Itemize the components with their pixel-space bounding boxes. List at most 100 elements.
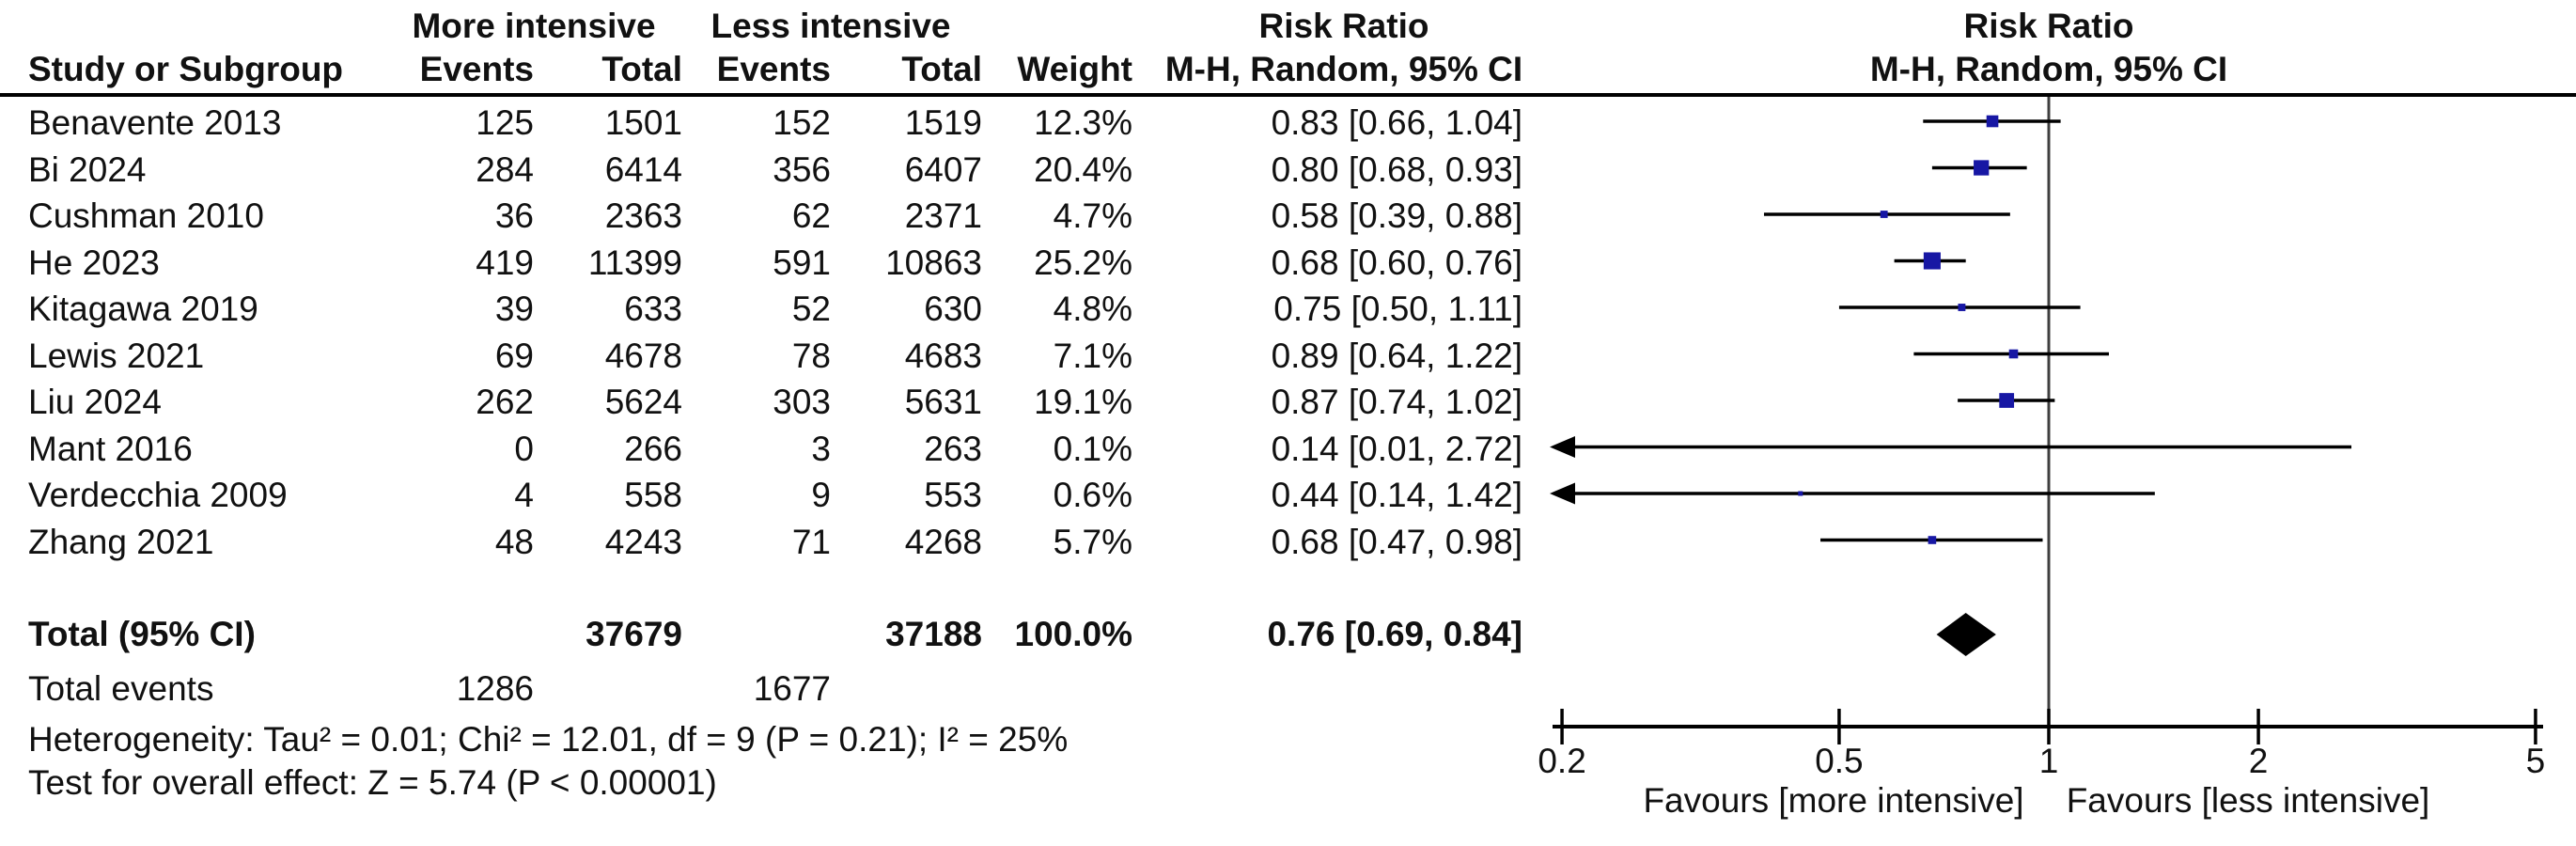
total-less-cell: 263 xyxy=(924,429,982,468)
total-less-cell: 2371 xyxy=(904,196,982,235)
study-label: Cushman 2010 xyxy=(28,196,264,235)
risk-ratio-cell: 0.87 [0.74, 1.02] xyxy=(1271,383,1522,421)
events-less-cell: 71 xyxy=(791,522,831,561)
events-more-cell: 69 xyxy=(494,336,534,375)
total-row-label: Total (95% CI) xyxy=(28,615,256,653)
events-less-cell: 303 xyxy=(773,383,831,421)
header-risk-ratio-text: Risk Ratio xyxy=(1258,7,1429,45)
risk-ratio-cell: 0.83 [0.66, 1.04] xyxy=(1271,103,1522,142)
total-less-cell: 5631 xyxy=(904,383,982,421)
events-more-cell: 0 xyxy=(514,429,534,468)
total-less-cell: 4683 xyxy=(904,336,982,375)
point-estimate-square xyxy=(2008,349,2019,359)
point-estimate-square xyxy=(1798,491,1803,496)
risk-ratio-cell: 0.68 [0.60, 0.76] xyxy=(1271,243,1522,282)
events-less-cell: 3 xyxy=(811,429,831,468)
study-label: Mant 2016 xyxy=(28,429,193,468)
risk-ratio-cell: 0.80 [0.68, 0.93] xyxy=(1271,149,1522,189)
header-study-or-subgroup: Study or Subgroup xyxy=(28,50,344,88)
header-total-more: Total xyxy=(601,50,682,88)
risk-ratio-cell: 0.75 [0.50, 1.11] xyxy=(1273,290,1522,328)
point-estimate-square xyxy=(1958,304,1966,311)
point-estimate-square xyxy=(1928,536,1937,544)
risk-ratio-cell: 0.58 [0.39, 0.88] xyxy=(1271,196,1522,235)
total-less-cell: 10863 xyxy=(885,243,982,282)
favours-left-label: Favours [more intensive] xyxy=(1643,781,2024,820)
weight-cell: 4.8% xyxy=(1053,290,1132,328)
risk-ratio-cell: 0.44 [0.14, 1.42] xyxy=(1271,476,1522,514)
study-label: Zhang 2021 xyxy=(28,522,214,561)
events-less-cell: 52 xyxy=(791,290,831,328)
events-more-cell: 48 xyxy=(494,522,534,561)
total-more-cell: 4678 xyxy=(604,336,682,375)
total-risk-ratio: 0.76 [0.69, 0.84] xyxy=(1267,615,1522,653)
favours-right-label: Favours [less intensive] xyxy=(2066,781,2430,820)
events-more-cell: 125 xyxy=(476,103,534,142)
arrow-left-icon xyxy=(1550,482,1575,505)
axis-tick-label: 0.2 xyxy=(1538,742,1586,780)
header-method-text: M-H, Random, 95% CI xyxy=(1164,50,1523,88)
total-less-cell: 630 xyxy=(924,290,982,328)
events-more-cell: 39 xyxy=(494,290,534,328)
total-more-cell: 1501 xyxy=(604,103,682,142)
heterogeneity-stats: Heterogeneity: Tau² = 0.01; Chi² = 12.01… xyxy=(28,720,1069,759)
study-label: He 2023 xyxy=(28,243,160,282)
events-less-cell: 591 xyxy=(773,243,831,282)
total-less-participants: 37188 xyxy=(885,615,982,653)
events-more-cell: 419 xyxy=(476,243,534,282)
total-more-participants: 37679 xyxy=(585,615,682,653)
events-less-cell: 9 xyxy=(811,476,831,514)
axis-tick-label: 2 xyxy=(2248,742,2269,780)
study-label: Kitagawa 2019 xyxy=(28,290,258,328)
weight-cell: 0.6% xyxy=(1053,476,1132,514)
study-label: Verdecchia 2009 xyxy=(28,476,288,514)
arrow-left-icon xyxy=(1550,436,1575,458)
events-less-cell: 356 xyxy=(773,149,831,189)
risk-ratio-cell: 0.14 [0.01, 2.72] xyxy=(1271,429,1522,468)
axis-tick-label: 0.5 xyxy=(1815,742,1864,780)
total-more-cell: 4243 xyxy=(604,522,682,561)
risk-ratio-cell: 0.68 [0.47, 0.98] xyxy=(1271,522,1522,561)
header-less-intensive: Less intensive xyxy=(710,7,951,45)
total-weight: 100.0% xyxy=(1014,615,1133,653)
point-estimate-square xyxy=(1923,252,1941,270)
header-total-less: Total xyxy=(901,50,982,88)
events-more-cell: 284 xyxy=(476,149,534,189)
header-events-more: Events xyxy=(419,50,534,88)
risk-ratio-cell: 0.89 [0.64, 1.22] xyxy=(1271,336,1522,375)
header-events-less: Events xyxy=(716,50,831,88)
total-less-cell: 6407 xyxy=(904,149,982,189)
point-estimate-square xyxy=(1974,160,1990,176)
weight-cell: 5.7% xyxy=(1053,522,1132,561)
total-more-cell: 266 xyxy=(624,429,682,468)
point-estimate-square xyxy=(1880,211,1888,218)
total-less-cell: 4268 xyxy=(904,522,982,561)
total-more-cell: 6414 xyxy=(604,149,682,189)
total-more-cell: 633 xyxy=(624,290,682,328)
weight-cell: 20.4% xyxy=(1034,149,1132,189)
weight-cell: 0.1% xyxy=(1053,429,1132,468)
events-less-cell: 78 xyxy=(791,336,831,375)
weight-cell: 12.3% xyxy=(1034,103,1132,142)
header-more-intensive: More intensive xyxy=(412,7,656,45)
total-events-more: 1286 xyxy=(456,669,534,708)
weight-cell: 25.2% xyxy=(1034,243,1132,282)
total-less-cell: 553 xyxy=(924,476,982,514)
study-label: Bi 2024 xyxy=(28,149,147,189)
axis-tick-label: 1 xyxy=(2038,742,2059,780)
events-less-cell: 62 xyxy=(791,196,831,235)
events-more-cell: 36 xyxy=(494,196,534,235)
summary-diamond xyxy=(1936,613,1996,656)
overall-effect-test: Test for overall effect: Z = 5.74 (P < 0… xyxy=(28,763,717,802)
total-more-cell: 558 xyxy=(624,476,682,514)
point-estimate-square xyxy=(1986,115,1999,128)
events-more-cell: 4 xyxy=(514,476,534,514)
axis-tick-label: 5 xyxy=(2525,742,2546,780)
header-weight: Weight xyxy=(1017,50,1132,88)
total-more-cell: 11399 xyxy=(587,243,682,282)
events-less-cell: 152 xyxy=(773,103,831,142)
header-method-plot: M-H, Random, 95% CI xyxy=(1869,50,2228,88)
header-risk-ratio-plot: Risk Ratio xyxy=(1963,7,2134,45)
